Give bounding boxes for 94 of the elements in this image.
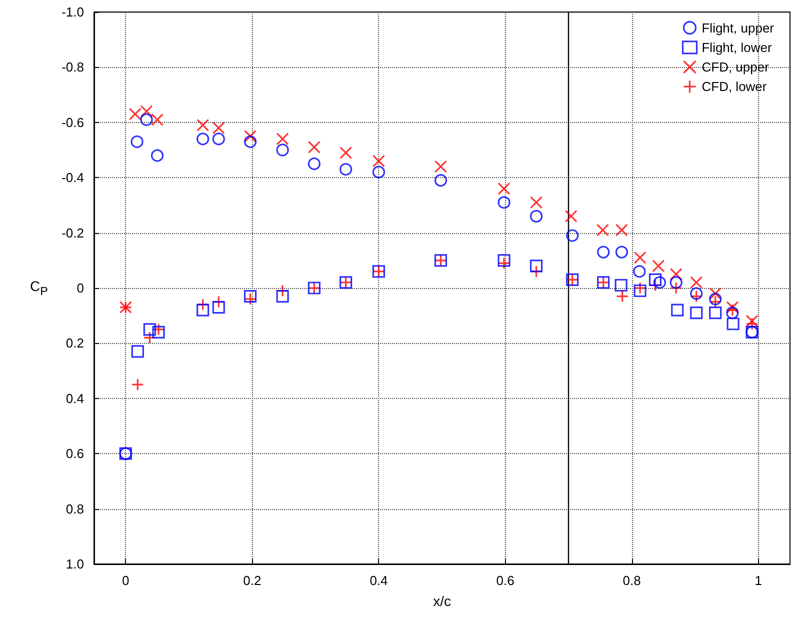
point xyxy=(498,196,510,209)
point xyxy=(130,135,144,148)
point xyxy=(530,196,543,209)
y-tick-label: -0.2 xyxy=(62,225,84,240)
y-axis-title: C$_{P}$ xyxy=(30,278,48,298)
point xyxy=(726,306,739,320)
point xyxy=(131,345,144,358)
y-tick-label: -0.8 xyxy=(62,60,84,75)
point xyxy=(670,282,682,294)
x-tick-label: 0.4 xyxy=(370,573,388,588)
point xyxy=(690,290,703,303)
point xyxy=(648,273,662,286)
point xyxy=(152,323,165,336)
point xyxy=(498,254,510,267)
legend-label: CFD, upper xyxy=(702,60,770,74)
legend-label: Flight, upper xyxy=(702,20,775,36)
point xyxy=(131,378,144,391)
y-tick-label: -0.4 xyxy=(62,170,84,186)
point xyxy=(276,290,289,303)
point xyxy=(152,326,165,338)
point xyxy=(372,166,386,178)
point xyxy=(615,224,628,236)
point xyxy=(498,182,510,195)
point xyxy=(671,304,684,316)
point xyxy=(150,149,164,162)
y-tick-label: 0.2 xyxy=(66,336,84,351)
point xyxy=(634,251,646,264)
y-tick-label: 0.4 xyxy=(66,390,84,406)
point xyxy=(690,276,703,289)
y-tick-label: 0.8 xyxy=(66,501,84,516)
point xyxy=(244,130,257,142)
x-tick-label: 0.8 xyxy=(622,573,641,588)
point xyxy=(434,160,448,173)
point xyxy=(244,135,257,148)
point xyxy=(709,287,722,300)
x-tick-label: 1 xyxy=(754,573,762,588)
y-tick-label: -0.6 xyxy=(62,114,84,130)
point xyxy=(276,132,289,146)
x-tick-label: 0.2 xyxy=(243,573,262,588)
point xyxy=(212,301,225,314)
point xyxy=(212,132,225,146)
point xyxy=(140,105,153,118)
point xyxy=(566,229,579,242)
point xyxy=(530,210,543,223)
x-tick-label: 0 xyxy=(122,573,130,588)
point xyxy=(498,256,510,270)
point xyxy=(150,113,164,126)
y-tick-label: 0.6 xyxy=(66,446,84,462)
point xyxy=(244,292,257,306)
point xyxy=(434,174,448,187)
point xyxy=(196,304,210,316)
point xyxy=(670,268,682,280)
point xyxy=(597,246,610,258)
point xyxy=(340,146,352,160)
point xyxy=(340,163,352,176)
x-tick-label: 0.6 xyxy=(496,573,514,588)
point xyxy=(615,246,628,258)
point xyxy=(653,276,666,289)
point xyxy=(196,118,210,132)
point xyxy=(746,318,758,330)
point xyxy=(276,144,289,156)
point xyxy=(372,154,386,168)
y-tick-label: 0 xyxy=(76,280,84,296)
point xyxy=(128,108,142,120)
point xyxy=(614,278,628,292)
legend-label: CFD, lower xyxy=(702,79,768,94)
point xyxy=(308,140,320,154)
point xyxy=(634,284,646,298)
point xyxy=(308,158,320,170)
point xyxy=(212,122,225,134)
point xyxy=(709,306,722,320)
point xyxy=(196,132,210,146)
x-axis-title: x/c xyxy=(433,593,451,609)
point xyxy=(143,323,156,336)
legend-label: Flight, lower xyxy=(702,40,772,55)
point xyxy=(652,260,665,272)
point xyxy=(690,306,703,320)
point xyxy=(596,224,610,236)
point xyxy=(746,314,758,328)
point xyxy=(726,301,739,314)
point xyxy=(564,210,578,223)
point xyxy=(634,282,646,294)
point xyxy=(633,265,646,278)
point xyxy=(140,113,153,126)
point xyxy=(244,290,257,303)
point xyxy=(530,260,543,272)
point xyxy=(726,318,740,330)
y-tick-label: -1.0 xyxy=(62,4,84,20)
point xyxy=(616,290,629,303)
point xyxy=(670,276,682,289)
point xyxy=(690,287,703,300)
point xyxy=(709,292,722,306)
point xyxy=(709,296,722,308)
y-tick-label: 1.0 xyxy=(66,556,84,572)
